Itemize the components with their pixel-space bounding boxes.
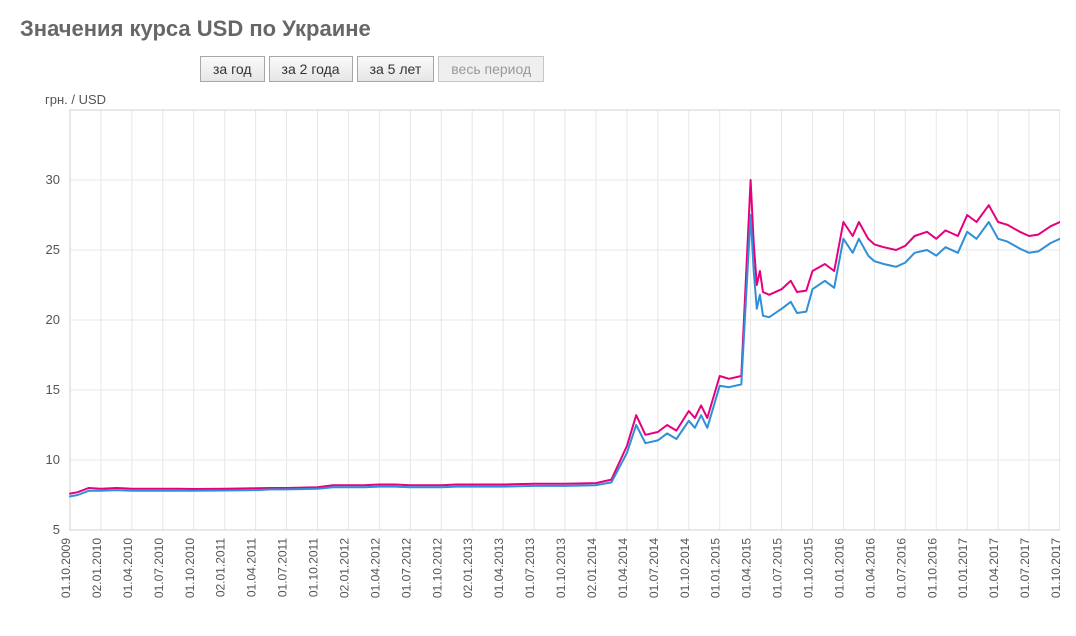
x-tick-label: 01.07.2016 <box>894 538 908 598</box>
x-tick-label: 01.10.2011 <box>307 538 321 597</box>
x-tick-label: 01.10.2010 <box>183 538 197 598</box>
x-tick-label: 01.10.2009 <box>59 538 73 598</box>
x-tick-label: 01.04.2010 <box>121 538 135 598</box>
x-tick-label: 02.01.2012 <box>337 538 351 598</box>
x-tick-label: 02.01.2014 <box>585 538 599 598</box>
x-tick-label: 01.04.2016 <box>863 538 877 598</box>
x-tick-label: 01.04.2013 <box>492 538 506 598</box>
period-button-3[interactable]: весь период <box>438 56 544 82</box>
x-tick-label: 01.04.2011 <box>245 538 259 597</box>
x-tick-label: 01.04.2014 <box>616 538 630 598</box>
x-tick-label: 01.10.2014 <box>678 538 692 598</box>
y-tick-label: 10 <box>46 452 60 467</box>
y-tick-label: 5 <box>53 522 60 537</box>
x-tick-label: 01.10.2015 <box>802 538 816 598</box>
x-tick-label: 01.04.2015 <box>740 538 754 598</box>
page-title: Значения курса USD по Украине <box>20 16 1056 42</box>
x-tick-label: 01.07.2015 <box>771 538 785 598</box>
x-tick-label: 01.10.2017 <box>1049 538 1060 598</box>
x-tick-label: 01.01.2016 <box>832 538 846 598</box>
x-tick-label: 01.04.2012 <box>368 538 382 598</box>
period-button-2[interactable]: за 5 лет <box>357 56 435 82</box>
x-tick-label: 01.10.2013 <box>554 538 568 598</box>
x-tick-label: 01.01.2017 <box>956 538 970 598</box>
period-toolbar: за годза 2 годаза 5 летвесь период <box>20 50 1056 90</box>
x-tick-label: 01.07.2017 <box>1018 538 1032 598</box>
x-tick-label: 01.10.2012 <box>430 538 444 598</box>
x-tick-label: 01.07.2013 <box>523 538 537 598</box>
x-tick-label: 01.07.2011 <box>276 538 290 597</box>
x-tick-label: 02.01.2011 <box>214 538 228 597</box>
y-tick-label: 25 <box>46 242 60 257</box>
x-tick-label: 02.01.2010 <box>90 538 104 598</box>
period-button-0[interactable]: за год <box>200 56 265 82</box>
y-tick-label: 20 <box>46 312 60 327</box>
usd-chart: 5 10 15 20 25 30 01.10.2009 02.01.2010 01.04.201… <box>20 90 1060 620</box>
x-tick-label: 01.07.2012 <box>399 538 413 598</box>
x-tick-label: 01.07.2010 <box>152 538 166 598</box>
x-tick-label: 01.01.2015 <box>709 538 723 598</box>
y-tick-label: 30 <box>46 172 60 187</box>
y-tick-label: 15 <box>46 382 60 397</box>
x-tick-label: 01.07.2014 <box>647 538 661 598</box>
x-tick-label: 01.04.2017 <box>987 538 1001 598</box>
x-tick-label: 02.01.2013 <box>461 538 475 598</box>
period-button-1[interactable]: за 2 года <box>269 56 353 82</box>
y-axis-title: грн. / USD <box>45 92 106 107</box>
x-tick-label: 01.10.2016 <box>925 538 939 598</box>
